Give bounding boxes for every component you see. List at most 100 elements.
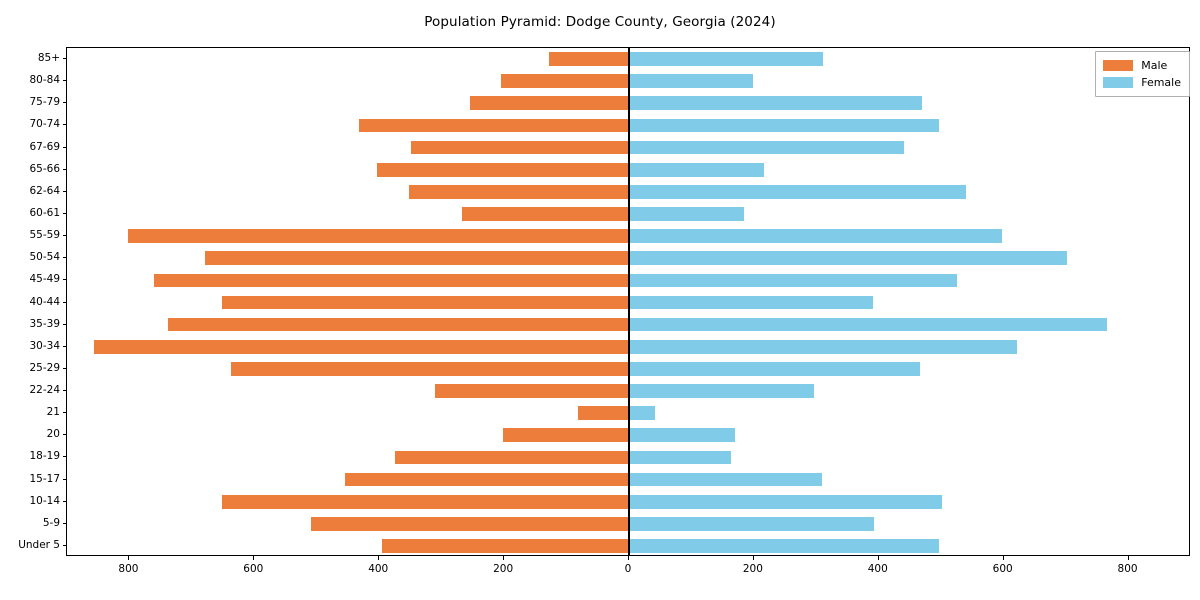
bar-row — [67, 428, 1189, 443]
bar-female — [629, 406, 656, 420]
bar-female — [629, 273, 957, 288]
x-axis-tick-label: 400 — [368, 563, 389, 575]
bar-female — [629, 339, 1018, 354]
y-axis-tick-label: 15-17 — [29, 472, 60, 485]
y-axis-tick-mark — [62, 323, 66, 325]
bar-male — [359, 118, 629, 133]
bar-row — [67, 339, 1189, 354]
bar-row — [67, 251, 1189, 266]
y-axis-tick-label: 21 — [46, 406, 60, 419]
x-axis-tick-mark — [628, 556, 629, 560]
y-axis-tick-label: 75-79 — [29, 96, 60, 109]
x-axis-tick-label: 400 — [867, 563, 888, 575]
y-axis-tick-label: 45-49 — [29, 273, 60, 286]
bar-male — [549, 52, 629, 66]
bar-row — [67, 140, 1189, 155]
y-axis-tick-label: 65-66 — [29, 162, 60, 175]
bar-male — [469, 96, 629, 111]
bar-male — [93, 339, 629, 354]
y-axis-tick-label: 30-34 — [29, 339, 60, 352]
chart-title: Population Pyramid: Dodge County, Georgi… — [424, 14, 776, 30]
y-axis-tick-mark — [62, 102, 66, 104]
y-axis-tick-mark — [62, 522, 66, 524]
bar-row — [67, 317, 1189, 332]
x-axis-tick-label: 800 — [1117, 563, 1138, 575]
bar-female — [629, 96, 923, 111]
y-axis-tick-label: 5-9 — [42, 516, 60, 529]
bar-male — [221, 295, 629, 310]
bar-row — [67, 494, 1189, 509]
bar-female — [629, 428, 736, 443]
bar-female — [629, 184, 967, 199]
legend-entry[interactable]: Female — [1103, 74, 1181, 91]
bar-female — [629, 295, 874, 310]
y-axis-tick-label: 20 — [46, 428, 60, 441]
y-axis-tick-label: 80-84 — [29, 74, 60, 87]
x-axis-tick-label: 0 — [624, 563, 632, 575]
bar-female — [629, 450, 731, 465]
y-axis-tick-mark — [62, 58, 66, 60]
legend-swatch-icon — [1103, 60, 1134, 71]
y-axis-tick-mark — [62, 235, 66, 237]
y-axis-tick-label: 22-24 — [29, 384, 60, 397]
bar-female — [629, 317, 1108, 332]
y-axis-tick-mark — [62, 80, 66, 82]
bar-male — [578, 406, 629, 420]
bar-row — [67, 406, 1189, 420]
y-axis-tick-label: 62-64 — [29, 184, 60, 197]
legend-entry[interactable]: Male — [1103, 57, 1181, 74]
y-axis-tick-label: 60-61 — [29, 206, 60, 219]
bar-male — [344, 472, 629, 487]
y-axis-tick-label: 55-59 — [29, 229, 60, 242]
y-axis-tick-mark — [62, 279, 66, 281]
y-axis-tick-mark — [62, 257, 66, 259]
bar-row — [67, 539, 1189, 553]
legend-label: Female — [1141, 76, 1181, 89]
bar-row — [67, 162, 1189, 177]
x-axis-tick-label: 200 — [742, 563, 763, 575]
bar-male — [434, 384, 629, 398]
bar-male — [127, 229, 629, 243]
bar-female — [629, 539, 939, 553]
legend-swatch-icon — [1103, 77, 1134, 88]
bar-female — [629, 52, 824, 66]
y-axis-tick-label: Under 5 — [18, 538, 60, 551]
bar-row — [67, 118, 1189, 133]
bar-row — [67, 362, 1189, 376]
y-axis-tick-label: 85+ — [37, 52, 60, 65]
x-axis-tick-mark — [128, 556, 130, 560]
x-axis-tick-mark — [1127, 556, 1129, 560]
y-axis-tick-mark — [62, 500, 66, 502]
bar-row — [67, 96, 1189, 111]
bar-row — [67, 229, 1189, 243]
bar-male — [311, 516, 629, 531]
bar-female — [629, 494, 942, 509]
bar-male — [205, 251, 629, 266]
y-axis-tick-label: 40-44 — [29, 295, 60, 308]
y-axis-tick-mark — [62, 367, 66, 369]
bar-male — [381, 539, 629, 553]
y-axis-tick-label: 35-39 — [29, 317, 60, 330]
bar-row — [67, 207, 1189, 221]
bar-male — [411, 140, 629, 155]
bar-female — [629, 229, 1003, 243]
bar-row — [67, 273, 1189, 288]
bar-male — [409, 184, 629, 199]
bar-female — [629, 207, 744, 221]
bar-row — [67, 450, 1189, 465]
x-axis-tick-mark — [503, 556, 505, 560]
bar-female — [629, 384, 814, 398]
bar-female — [629, 251, 1067, 266]
bars-layer — [67, 48, 1189, 555]
y-axis-tick-mark — [62, 124, 66, 126]
bar-row — [67, 52, 1189, 66]
x-axis-tick-label: 800 — [118, 563, 139, 575]
bar-male — [231, 362, 629, 376]
bar-male — [500, 74, 629, 89]
bar-female — [629, 362, 920, 376]
bar-male — [461, 207, 629, 221]
x-axis-tick-label: 200 — [493, 563, 514, 575]
y-axis-tick-label: 70-74 — [29, 118, 60, 131]
y-axis-tick-mark — [62, 544, 66, 546]
bar-female — [629, 140, 904, 155]
